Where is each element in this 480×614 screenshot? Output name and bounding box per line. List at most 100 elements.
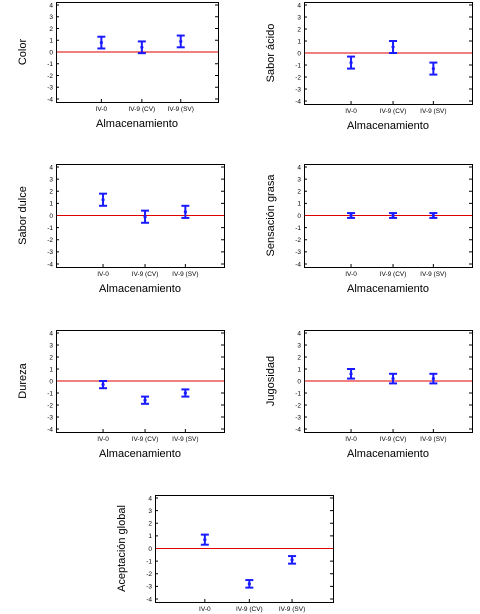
x-tick-label: IV-9 (SV) [420, 108, 446, 115]
x-tick-label: IV-9 (SV) [168, 106, 194, 113]
y-tick-label: -4 [295, 261, 301, 268]
y-tick-label: 2 [49, 189, 53, 196]
y-tick-label: 0 [49, 378, 53, 385]
y-axis-title: Sensación grasa [265, 174, 277, 257]
x-axis-title: Almacenamiento [347, 448, 429, 460]
x-tick-label: IV-9 (CV) [236, 606, 263, 613]
mean-point [183, 391, 187, 395]
y-axis-title: Aceptación global [116, 505, 128, 592]
y-tick-label: -3 [295, 414, 301, 421]
y-tick-label: 3 [297, 342, 301, 349]
x-tick-label: IV-9 (SV) [279, 606, 305, 613]
mean-point [349, 213, 353, 218]
y-axis-title: Color [17, 39, 29, 66]
x-tick-label: IV-9 (SV) [172, 271, 198, 278]
x-axis-title: Almacenamiento [96, 118, 178, 130]
mean-point [101, 383, 105, 387]
y-tick-label: 1 [49, 366, 53, 373]
y-tick-label: -1 [47, 225, 53, 232]
y-tick-label: -3 [47, 249, 53, 256]
x-tick-label: IV-9 (CV) [132, 436, 159, 443]
y-tick-label: 0 [297, 213, 301, 220]
y-tick-label: -4 [47, 426, 53, 433]
x-tick-label: IV-9 (CV) [128, 106, 155, 113]
mean-point [391, 213, 395, 218]
x-tick-label: IV-9 (SV) [420, 271, 446, 278]
x-tick-label: IV-9 (SV) [172, 436, 198, 443]
y-tick-label: 3 [297, 14, 301, 21]
y-tick-label: -4 [295, 98, 301, 105]
y-tick-label: 1 [49, 201, 53, 208]
x-tick-label: IV-9 (CV) [380, 436, 407, 443]
y-tick-label: -2 [295, 74, 301, 81]
y-tick-label: -2 [47, 402, 53, 409]
chart-panel: 4 3 2 1 0 -1 -2 -3 -4 IV-0 IV-9 (CV) IV-9 (SV) Durez… [17, 330, 225, 460]
y-tick-label: 3 [49, 342, 53, 349]
y-tick-label: 2 [297, 354, 301, 361]
chart-panel: 4 3 2 1 0 -1 -2 -3 -4 IV-0 IV-9 (CV) IV-9 (SV) Sabor… [17, 164, 225, 295]
mean-point [247, 582, 251, 586]
mean-point [140, 45, 144, 49]
y-tick-label: 2 [148, 521, 152, 528]
mean-point [431, 213, 435, 218]
y-tick-label: 0 [297, 50, 301, 57]
x-axis-title: Almacenamiento [347, 120, 429, 132]
y-tick-label: -2 [47, 73, 53, 80]
mean-point [143, 215, 147, 219]
mean-point [391, 377, 395, 381]
x-axis-title: Almacenamiento [347, 283, 429, 295]
y-tick-label: 2 [49, 354, 53, 361]
x-tick-label: IV-0 [96, 106, 108, 113]
x-tick-label: IV-9 (CV) [380, 271, 407, 278]
y-tick-label: 1 [49, 38, 53, 45]
y-tick-label: -1 [47, 61, 53, 68]
y-tick-label: 1 [148, 533, 152, 540]
mean-point [183, 210, 187, 214]
x-tick-label: IV-9 (CV) [380, 108, 407, 115]
mean-point [99, 41, 103, 45]
y-tick-label: 4 [297, 330, 301, 337]
chart-panel: 4 3 2 1 0 -1 -2 -3 -4 IV-0 IV-9 (CV) IV-9 (SV) Color… [17, 2, 219, 130]
x-tick-label: IV-0 [97, 436, 109, 443]
y-tick-label: 0 [49, 49, 53, 56]
x-tick-label: IV-9 (CV) [132, 271, 159, 278]
chart-panel: 4 3 2 1 0 -1 -2 -3 -4 IV-0 IV-9 (CV) IV-9 (SV) Sensa… [265, 164, 473, 295]
mean-point [391, 45, 395, 49]
y-tick-label: 2 [297, 26, 301, 33]
y-tick-label: 1 [297, 38, 301, 45]
y-tick-label: -1 [295, 62, 301, 69]
mean-point [203, 538, 207, 542]
mean-point [179, 39, 183, 44]
y-tick-label: 3 [49, 14, 53, 21]
y-tick-label: -2 [146, 571, 152, 578]
y-tick-label: -4 [146, 596, 152, 603]
y-tick-label: 3 [49, 176, 53, 183]
chart-panel: 4 3 2 1 0 -1 -2 -3 -4 IV-0 IV-9 (CV) IV-9 (SV) Jugos… [265, 330, 473, 460]
y-axis-title: Dureza [17, 362, 29, 398]
mean-point [290, 558, 294, 562]
x-axis-title: Almacenamiento [99, 283, 181, 295]
y-tick-label: -4 [295, 426, 301, 433]
y-tick-label: -3 [47, 414, 53, 421]
y-tick-label: 4 [297, 164, 301, 171]
y-tick-label: 2 [297, 189, 301, 196]
mean-point [431, 67, 435, 71]
y-tick-label: 4 [297, 2, 301, 9]
y-tick-label: 3 [297, 176, 301, 183]
y-tick-label: -3 [146, 584, 152, 591]
x-tick-label: IV-0 [199, 606, 211, 613]
mean-point [349, 61, 353, 65]
mean-point [431, 377, 435, 381]
y-tick-label: -2 [295, 402, 301, 409]
y-tick-label: 4 [49, 164, 53, 171]
y-tick-label: -1 [295, 225, 301, 232]
chart-panel: 4 3 2 1 0 -1 -2 -3 -4 IV-0 IV-9 (CV) IV-9 (SV) Sabor… [265, 2, 473, 132]
chart-panel: 4 3 2 1 0 -1 -2 -3 -4 IV-0 IV-9 (CV) IV-9 (SV) Acept… [116, 495, 334, 613]
y-axis-title: Jugosidad [265, 356, 277, 406]
y-axis-title: Sabor ácido [265, 24, 277, 83]
mean-point [349, 372, 353, 376]
y-tick-label: 4 [49, 330, 53, 337]
y-tick-label: 4 [148, 495, 152, 502]
x-tick-label: IV-9 (SV) [420, 436, 446, 443]
